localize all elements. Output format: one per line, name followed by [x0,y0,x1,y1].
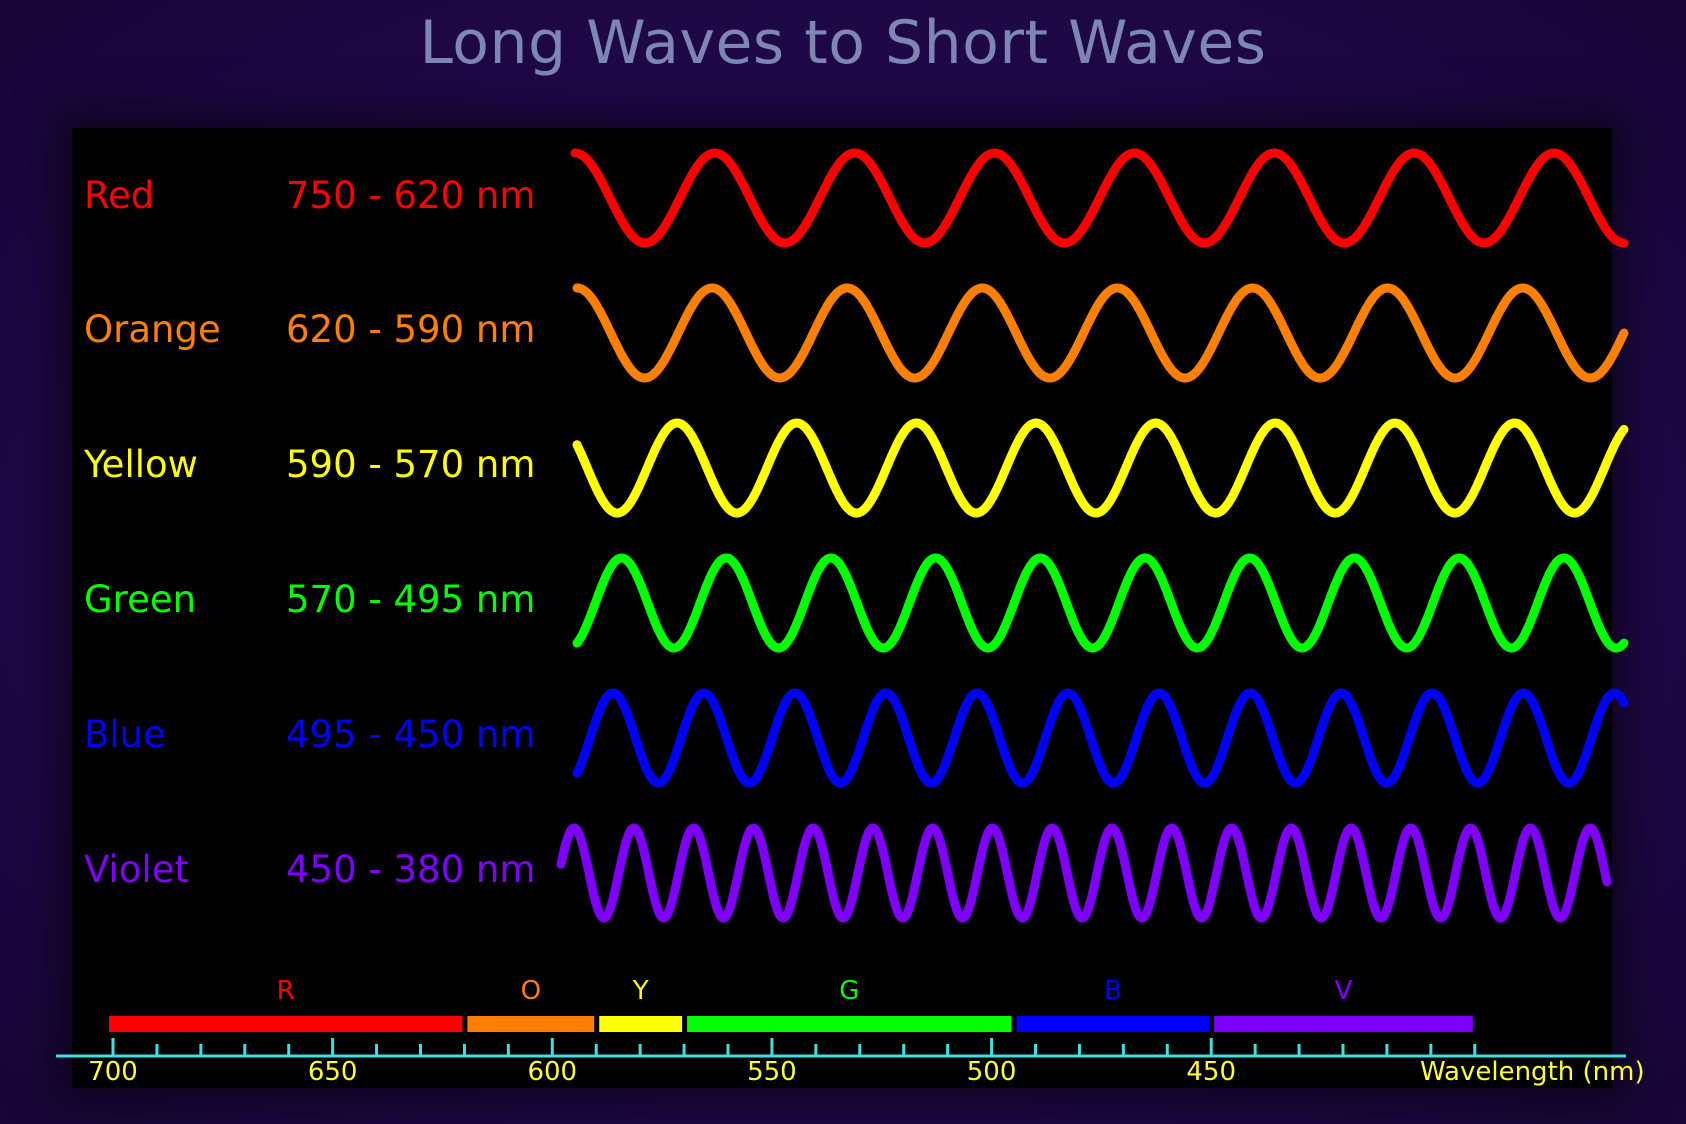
tick-label-550: 550 [747,1057,797,1087]
spectrum-band-r [109,1016,463,1032]
wave-orange [572,283,1629,383]
band-letter-b: B [1103,976,1122,1006]
wave-green [572,553,1629,653]
tick-label-600: 600 [527,1057,578,1087]
row-range-green: 570 - 495 nm [286,578,536,621]
band-letter-o: O [520,976,542,1006]
row-label-blue: Blue [84,713,166,756]
row-range-blue: 495 - 450 nm [286,713,536,756]
wave-red [570,148,1629,248]
band-letter-v: V [1334,976,1353,1006]
tick-label-700: 700 [88,1057,138,1087]
wave-blue [572,688,1629,788]
spectrum-band-b [1016,1016,1210,1032]
tick-label-450: 450 [1186,1057,1237,1087]
wave-yellow [572,418,1629,518]
spectrum-band-g [687,1016,1012,1032]
spectrum-band-o [467,1016,595,1032]
row-label-orange: Orange [84,308,221,351]
band-letter-g: G [839,976,860,1006]
tick-label-650: 650 [307,1057,358,1087]
row-label-violet: Violet [84,848,189,891]
row-range-orange: 620 - 590 nm [286,308,536,351]
spectrum-band-v [1214,1016,1473,1032]
axis-title: Wavelength (nm) [1420,1057,1645,1087]
row-label-green: Green [84,578,197,621]
row-label-red: Red [84,174,155,217]
tick-label-500: 500 [966,1057,1017,1087]
spectrum-band-y [599,1016,683,1032]
band-letter-y: Y [632,976,649,1006]
row-label-yellow: Yellow [84,443,198,486]
row-range-red: 750 - 620 nm [286,174,536,217]
row-range-violet: 450 - 380 nm [286,848,536,891]
wave-violet [556,823,1612,923]
row-range-yellow: 590 - 570 nm [286,443,536,486]
page-title: Long Waves to Short Waves [419,8,1267,78]
band-letter-r: R [276,976,295,1006]
